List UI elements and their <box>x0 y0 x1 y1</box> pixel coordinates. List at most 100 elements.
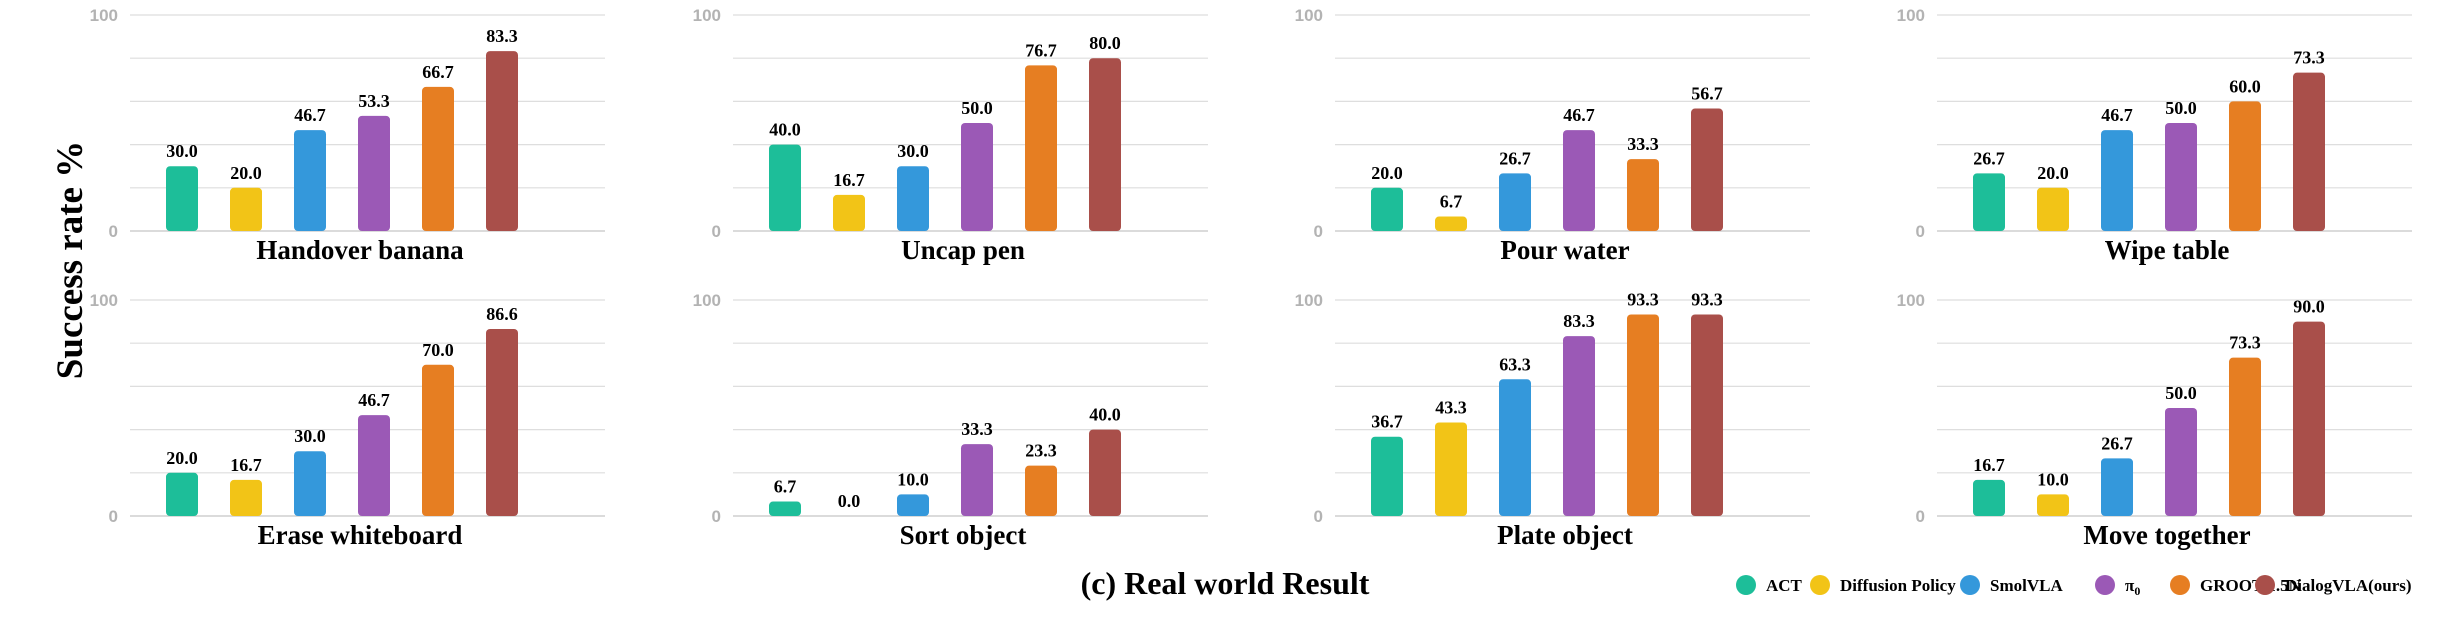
bar <box>358 415 390 516</box>
bar-value-label: 26.7 <box>2101 433 2133 453</box>
bar-value-label: 93.3 <box>1691 289 1723 309</box>
bar <box>1627 314 1659 516</box>
y-tick-label: 100 <box>1295 291 1323 310</box>
chart-title: Erase whiteboard <box>258 520 463 550</box>
bar-value-label: 46.7 <box>1563 105 1595 125</box>
bar <box>1973 173 2005 231</box>
bar <box>1089 429 1121 516</box>
bar-value-label: 30.0 <box>897 141 929 161</box>
chart-panel: 0 100 20.0 6.7 26.7 46.7 33.3 56.7 Pour water <box>1295 6 1810 265</box>
bar <box>961 123 993 231</box>
bar-value-label: 26.7 <box>1973 148 2005 168</box>
bar-value-label: 46.7 <box>358 390 390 410</box>
bar <box>1371 187 1403 231</box>
bar <box>897 166 929 231</box>
bar <box>833 194 865 231</box>
chart-title: Sort object <box>900 520 1027 550</box>
bar-value-label: 0.0 <box>838 491 861 511</box>
bar-value-label: 76.7 <box>1025 40 1057 60</box>
chart-title: Handover banana <box>256 235 464 265</box>
bar-value-label: 40.0 <box>1089 405 1121 425</box>
bar <box>1025 465 1057 516</box>
bar-value-label: 23.3 <box>1025 441 1057 461</box>
bar-value-label: 26.7 <box>1499 148 1531 168</box>
bar <box>230 479 262 516</box>
bar-value-label: 40.0 <box>769 120 801 140</box>
bar <box>2293 72 2325 231</box>
bar <box>2293 321 2325 516</box>
chart-title: Pour water <box>1500 235 1629 265</box>
bar-value-label: 20.0 <box>166 448 198 468</box>
legend-item: GROOT-1.5N <box>2170 575 2302 595</box>
bar <box>2165 408 2197 516</box>
bar <box>2101 458 2133 516</box>
bar-value-label: 83.3 <box>1563 311 1595 331</box>
bar-value-label: 80.0 <box>1089 33 1121 53</box>
bar <box>1499 173 1531 231</box>
legend-swatch <box>2095 575 2115 595</box>
y-tick-label: 0 <box>1314 222 1323 241</box>
bar-value-label: 36.7 <box>1371 412 1403 432</box>
legend-label: Diffusion Policy <box>1840 576 1956 595</box>
bar <box>166 166 198 231</box>
bar-value-label: 46.7 <box>294 105 326 125</box>
y-tick-label: 100 <box>1897 291 1925 310</box>
bar-value-label: 56.7 <box>1691 84 1723 104</box>
bar-value-label: 70.0 <box>422 340 454 360</box>
legend-swatch <box>1736 575 1756 595</box>
bar <box>358 115 390 231</box>
legend-item: SmolVLA <box>1960 575 2063 595</box>
bar-value-label: 20.0 <box>230 163 262 183</box>
bar-value-label: 73.3 <box>2229 333 2261 353</box>
legend-item: π0 <box>2095 575 2140 598</box>
chart-panel: 0 100 36.7 43.3 63.3 83.3 93.3 93.3 Plate object <box>1295 289 1810 550</box>
bar <box>769 501 801 516</box>
legend-swatch <box>1810 575 1830 595</box>
y-axis-label: Success rate % <box>50 141 91 379</box>
y-tick-label: 100 <box>1897 6 1925 25</box>
y-tick-label: 0 <box>109 222 118 241</box>
bar-value-label: 50.0 <box>961 98 993 118</box>
legend-label: π0 <box>2125 576 2140 598</box>
bar-value-label: 93.3 <box>1627 289 1659 309</box>
bar <box>2037 494 2069 516</box>
chart-panel: 0 100 26.7 20.0 46.7 50.0 60.0 73.3 Wipe table <box>1897 6 2412 265</box>
bar-value-label: 63.3 <box>1499 354 1531 374</box>
bar <box>961 444 993 516</box>
bar <box>2037 187 2069 231</box>
legend-label: DialogVLA(ours) <box>2285 576 2412 595</box>
chart-panel: 0 100 16.7 10.0 26.7 50.0 73.3 90.0 Move togethe… <box>1897 291 2412 550</box>
bar-value-label: 33.3 <box>1627 134 1659 154</box>
bar <box>422 364 454 516</box>
bar <box>230 187 262 231</box>
bar <box>1973 479 2005 516</box>
bar <box>486 51 518 232</box>
bar <box>2229 101 2261 232</box>
legend-item: DialogVLA(ours) <box>2255 575 2412 595</box>
figure-caption: (c) Real world Result <box>1081 565 1370 601</box>
bar-value-label: 50.0 <box>2165 98 2197 118</box>
bar-value-label: 60.0 <box>2229 76 2261 96</box>
chart-panel: 0 100 30.0 20.0 46.7 53.3 66.7 83.3 Handover ban… <box>90 6 605 265</box>
bar <box>1563 336 1595 516</box>
bar <box>1025 65 1057 231</box>
bar <box>294 130 326 231</box>
bar-value-label: 16.7 <box>1973 455 2005 475</box>
y-tick-label: 0 <box>712 507 721 526</box>
y-tick-label: 100 <box>1295 6 1323 25</box>
chart-panel: 0 100 40.0 16.7 30.0 50.0 76.7 80.0 Uncap pen <box>693 6 1208 265</box>
bar <box>1563 130 1595 231</box>
bar-value-label: 16.7 <box>230 455 262 475</box>
bar-value-label: 16.7 <box>833 170 865 190</box>
chart-panel: 0 100 6.7 0.0 10.0 33.3 23.3 40.0 Sort object <box>693 291 1208 550</box>
legend-item: Diffusion Policy <box>1810 575 1956 595</box>
bar <box>2165 123 2197 231</box>
bar <box>1089 58 1121 232</box>
bar <box>1627 159 1659 231</box>
y-tick-label: 0 <box>1916 507 1925 526</box>
bar-value-label: 86.6 <box>486 304 518 324</box>
bar-value-label: 46.7 <box>2101 105 2133 125</box>
legend-item: ACT <box>1736 575 1803 595</box>
bar-value-label: 10.0 <box>897 469 929 489</box>
